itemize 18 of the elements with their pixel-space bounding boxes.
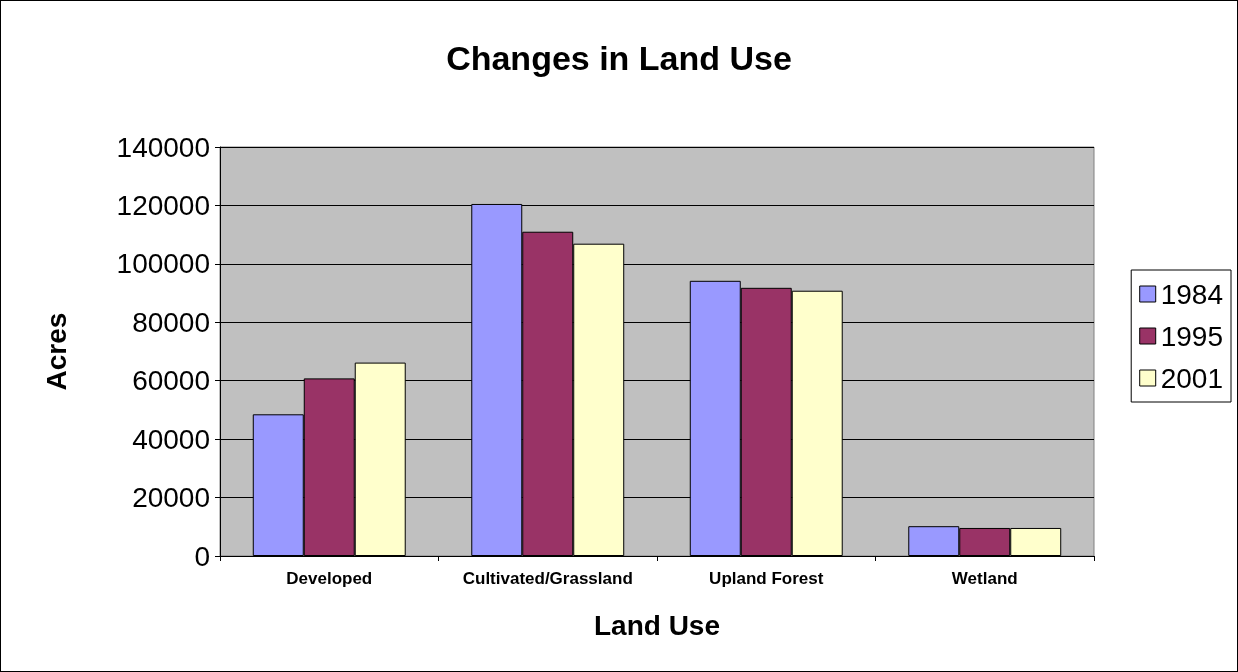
legend-label: 1984 — [1160, 278, 1224, 310]
x-tick-label: Wetland — [951, 569, 1018, 588]
y-tick-label: 60000 — [132, 365, 210, 397]
x-axis-title: Land Use — [593, 609, 721, 641]
y-tick-label: 40000 — [132, 423, 210, 455]
y-tick-label: 0 — [194, 540, 210, 572]
y-tick-label: 140000 — [116, 131, 210, 163]
y-tick-label: 100000 — [116, 248, 210, 280]
y-tick-label: 120000 — [116, 189, 210, 221]
x-tick-label: Cultivated/Grassland — [462, 569, 633, 588]
x-tick-label: Developed — [286, 569, 373, 588]
y-axis-title: Acres — [40, 312, 72, 391]
y-tick-label: 80000 — [132, 306, 210, 338]
x-tick-label: Upland Forest — [709, 569, 824, 588]
legend-label: 2001 — [1160, 362, 1224, 394]
legend-label: 1995 — [1160, 320, 1224, 352]
chart-title: Changes in Land Use — [446, 39, 792, 77]
y-tick-label: 20000 — [132, 482, 210, 514]
